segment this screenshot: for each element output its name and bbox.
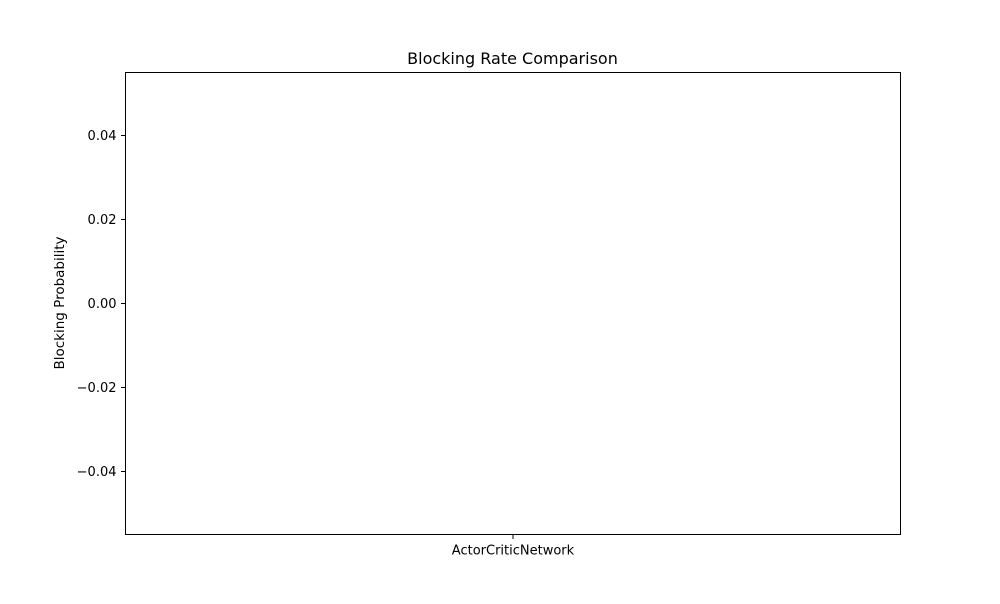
x-tick-label: ActorCriticNetwork: [452, 544, 575, 559]
plot-area-frame: [125, 72, 901, 535]
y-tick-label: 0.00: [88, 297, 117, 312]
y-tick-label: 0.02: [88, 213, 117, 228]
chart-title: Blocking Rate Comparison: [407, 49, 618, 68]
y-tick-label: −0.02: [77, 381, 117, 396]
y-axis-label: Blocking Probability: [52, 236, 68, 369]
y-axis-ticks: 0.04 0.02 0.00 −0.02 −0.04: [77, 129, 126, 480]
y-tick-label: −0.04: [77, 465, 117, 480]
x-axis-ticks: ActorCriticNetwork: [452, 534, 575, 559]
y-tick-label: 0.04: [88, 129, 117, 144]
